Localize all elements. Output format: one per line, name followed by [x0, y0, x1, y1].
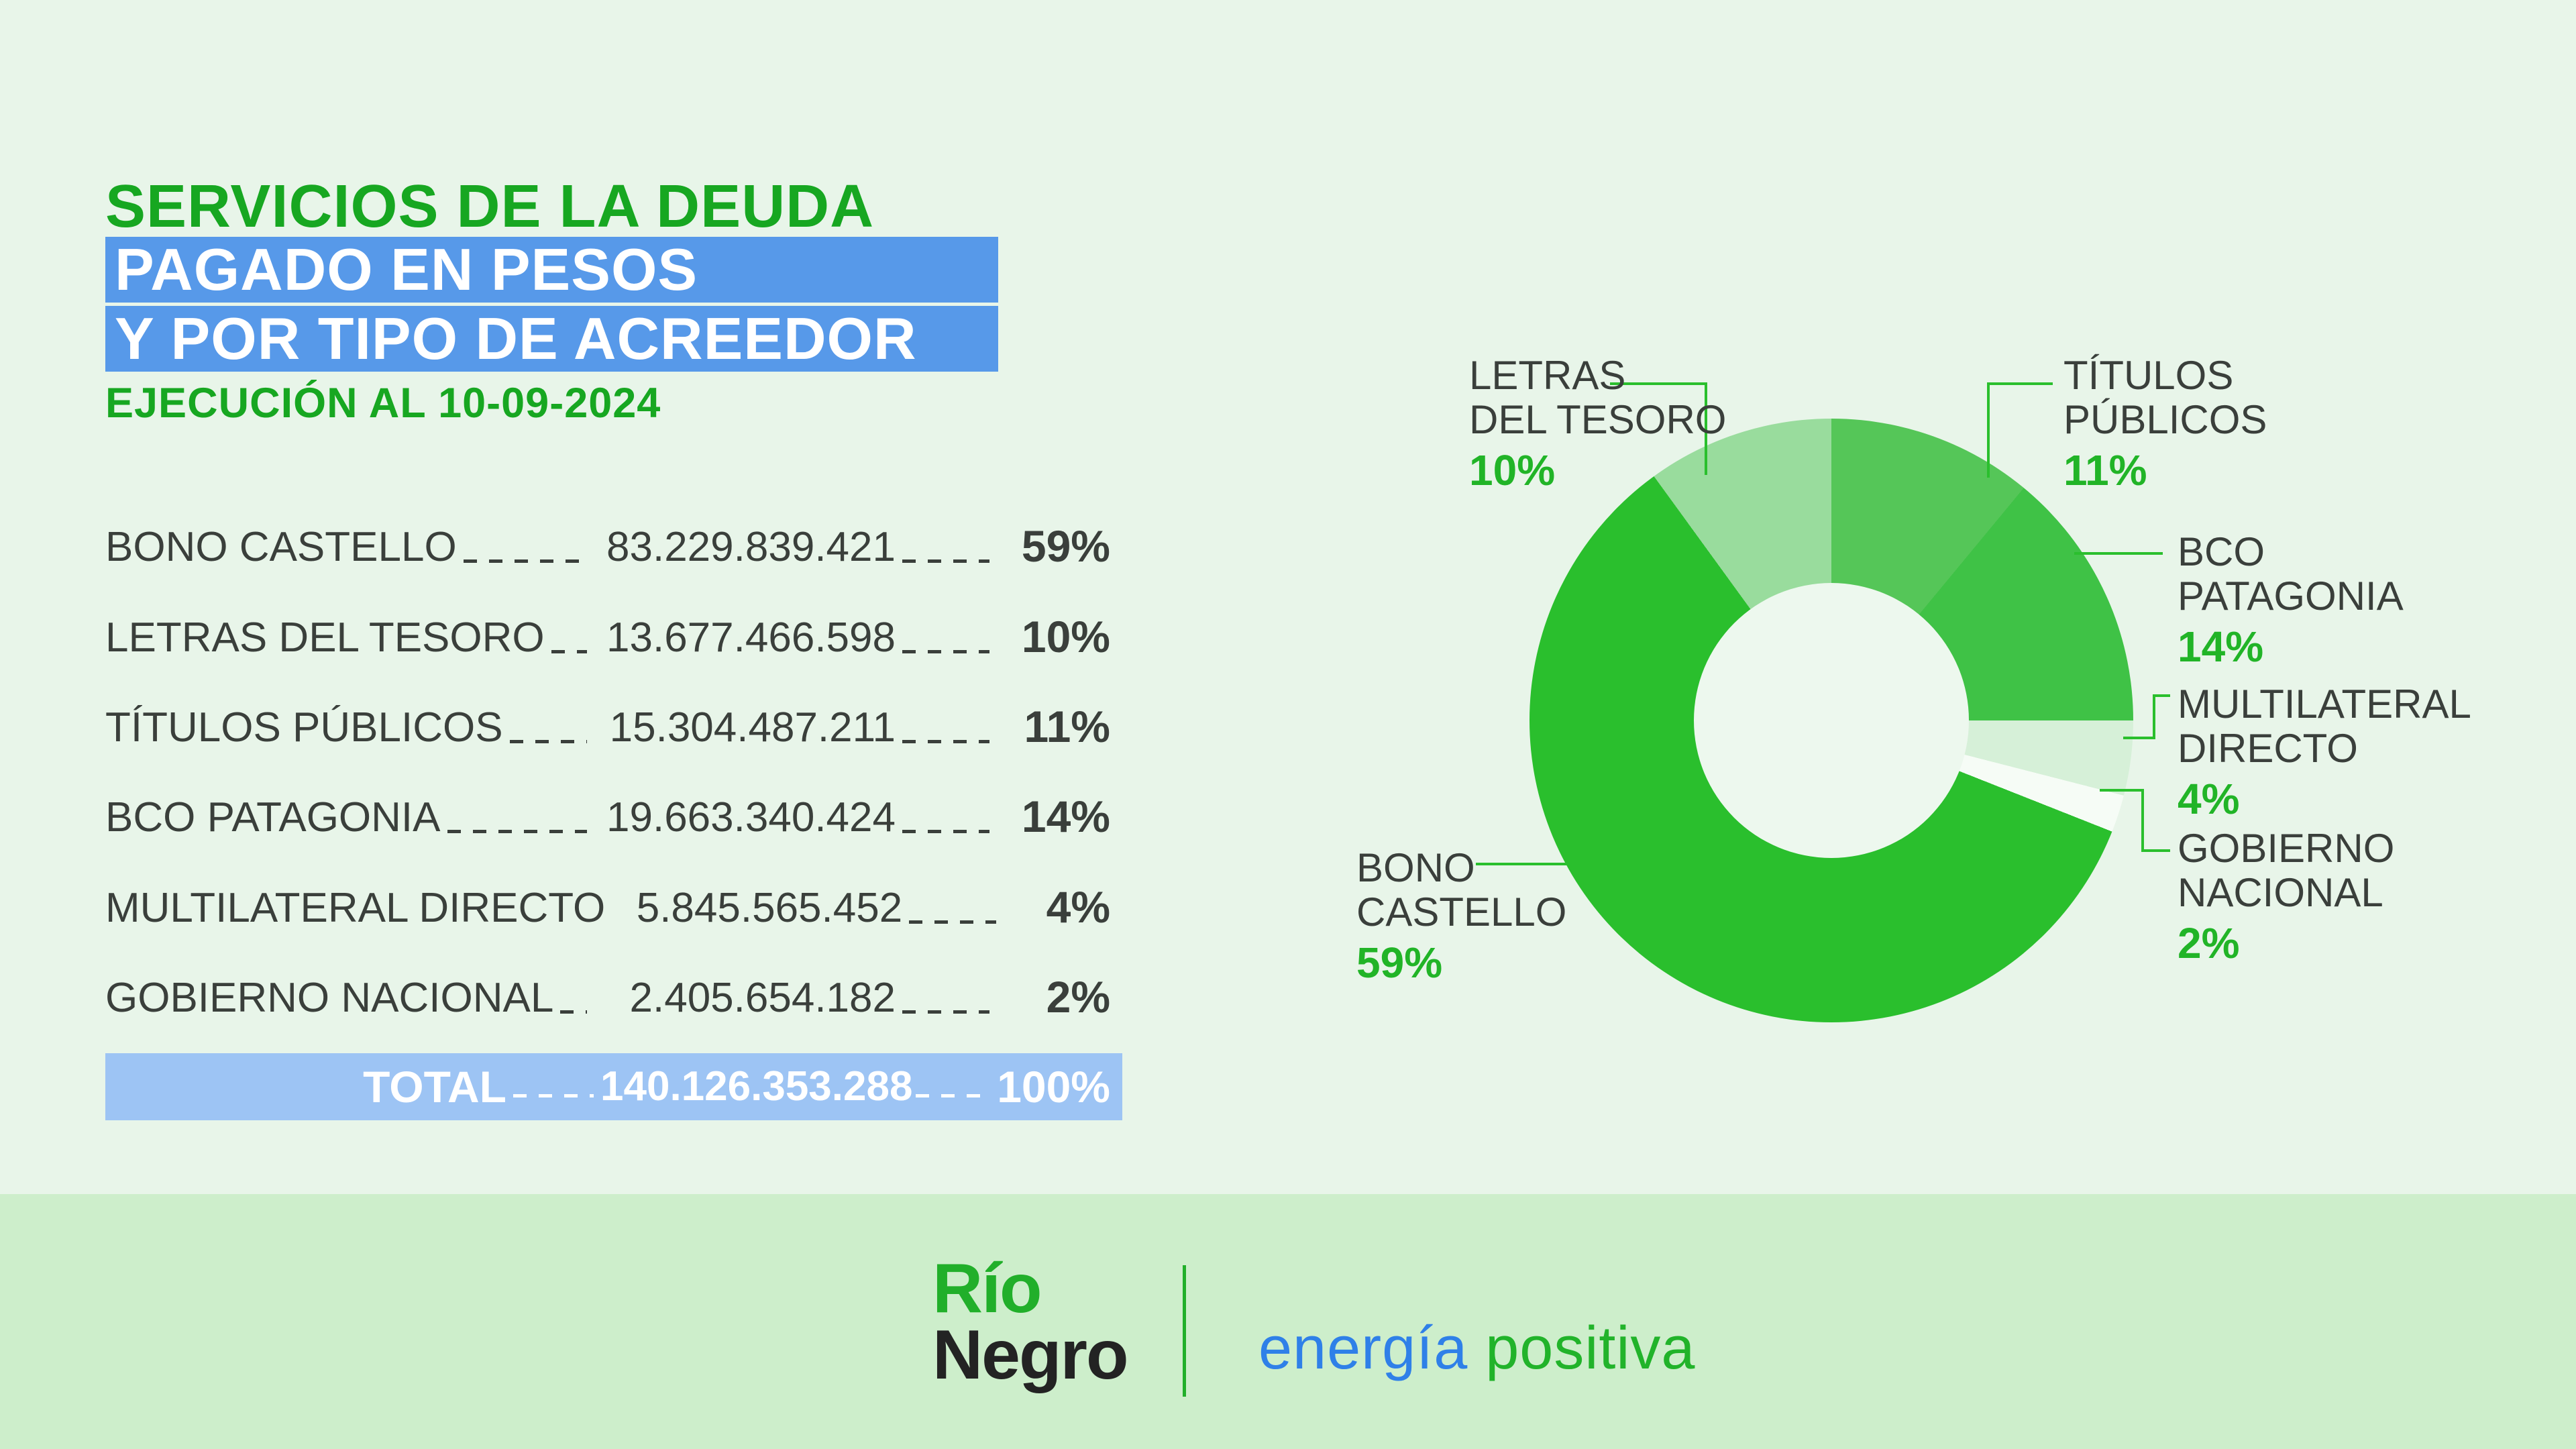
callout-label: BONO [1356, 845, 1475, 890]
leader-line-titulos [1987, 382, 1990, 478]
dashed-leader [551, 650, 587, 653]
row-label: LETRAS DEL TESORO [105, 614, 545, 661]
leader-line-multilateral [2123, 737, 2155, 739]
row-percent: 59% [1021, 521, 1110, 571]
dashed-leader [560, 1010, 587, 1014]
row-value: 5.845.565.452 [636, 885, 903, 931]
callout-gobierno-nacional: GOBIERNO NACIONAL 2% [2178, 826, 2394, 965]
dashed-leader [909, 920, 997, 924]
row-percent: 11% [1024, 702, 1110, 751]
callout-letras-del-tesoro: LETRAS DEL TESORO 10% [1469, 354, 1726, 492]
footer-band [0, 1194, 2576, 1449]
leader-line-gobierno [2141, 789, 2144, 852]
row-label: TÍTULOS PÚBLICOS [105, 704, 503, 751]
dashed-leader [902, 830, 989, 833]
row-value: 2.405.654.182 [629, 975, 896, 1021]
table-row: LETRAS DEL TESORO 13.677.466.598 10% [105, 610, 1110, 659]
row-value: 15.304.487.211 [609, 704, 896, 751]
title-highlight-bar-1: PAGADO EN PESOS [105, 237, 998, 303]
row-label: BONO CASTELLO [105, 524, 457, 570]
leader-line-multilateral [2153, 694, 2155, 739]
rio-negro-logo: Río Negro [932, 1250, 1128, 1394]
page-title: SERVICIOS DE LA DEUDA [105, 173, 875, 240]
dashed-leader-white [513, 1093, 594, 1097]
tagline-positiva: positiva [1485, 1315, 1696, 1382]
callout-label: PATAGONIA [2178, 574, 2404, 619]
dashed-leader [902, 1010, 989, 1014]
callout-percent: 2% [2178, 919, 2240, 967]
dashed-leader [509, 740, 587, 743]
callout-label: CASTELLO [1356, 890, 1567, 934]
callout-bono-castello: BONO CASTELLO 59% [1356, 845, 1567, 987]
callout-percent: 14% [2178, 623, 2264, 671]
callout-label: BCO [2178, 529, 2265, 574]
callout-bco-patagonia: BCO PATAGONIA 14% [2178, 529, 2404, 671]
callout-label: GOBIERNO [2178, 826, 2395, 871]
dashed-leader [902, 559, 989, 563]
dashed-leader [902, 740, 989, 743]
leader-line-gobierno [2141, 849, 2170, 852]
logo-negro: Negro [932, 1316, 1128, 1394]
title-highlight-line-2: Y POR TIPO DE ACREEDOR [115, 305, 917, 372]
donut-chart [1529, 419, 2133, 1022]
table-row: TÍTULOS PÚBLICOS 15.304.487.211 11% [105, 700, 1110, 749]
leader-line-multilateral [2153, 694, 2170, 697]
title-highlight-bar-2: Y POR TIPO DE ACREEDOR [105, 306, 998, 372]
row-value: 83.229.839.421 [606, 524, 896, 570]
table-total-bar: TOTAL 140.126.353.288 100% [105, 1053, 1122, 1120]
callout-multilateral-directo: MULTILATERAL DIRECTO 4% [2178, 682, 2471, 823]
row-percent: 14% [1021, 792, 1110, 841]
callout-label: TÍTULOS [2063, 353, 2234, 398]
leader-line-titulos [1987, 382, 2053, 385]
row-value: 19.663.340.424 [606, 794, 896, 841]
table-row: MULTILATERAL DIRECTO 5.845.565.452 4% [105, 881, 1110, 929]
leader-line-letras [1705, 382, 1707, 475]
row-label: GOBIERNO NACIONAL [105, 975, 554, 1021]
callout-label: NACIONAL [2178, 870, 2383, 915]
callout-label: LETRAS [1469, 353, 1626, 398]
title-highlight-line-1: PAGADO EN PESOS [115, 236, 698, 303]
table-row: GOBIERNO NACIONAL 2.405.654.182 2% [105, 971, 1110, 1019]
callout-percent: 11% [2063, 446, 2147, 494]
execution-date-subtitle: EJECUCIÓN AL 10-09-2024 [105, 380, 661, 427]
table-row: BCO PATAGONIA 19.663.340.424 14% [105, 790, 1110, 839]
callout-percent: 59% [1356, 938, 1443, 987]
leader-line-letras [1610, 382, 1707, 385]
total-label: TOTAL [363, 1062, 506, 1112]
dashed-leader [447, 830, 587, 833]
row-label: MULTILATERAL DIRECTO [105, 885, 606, 931]
callout-titulos-publicos: TÍTULOS PÚBLICOS 11% [2063, 354, 2267, 492]
tagline: energía positiva [1258, 1318, 1695, 1379]
row-percent: 2% [1046, 972, 1110, 1022]
dashed-leader-white [916, 1093, 989, 1097]
callout-label: MULTILATERAL [2178, 682, 2471, 727]
table-row: BONO CASTELLO 83.229.839.421 59% [105, 520, 1110, 568]
logo-divider [1183, 1265, 1186, 1397]
callout-label: DEL TESORO [1469, 397, 1727, 442]
callout-label: PÚBLICOS [2063, 397, 2267, 442]
logo-rio: Río [932, 1250, 1042, 1328]
leader-line-bono [1476, 863, 1585, 865]
callout-percent: 4% [2178, 775, 2240, 823]
callout-percent: 10% [1469, 446, 1556, 494]
leader-line-gobierno [2100, 789, 2144, 792]
tagline-energia: energía [1258, 1315, 1486, 1382]
leader-line-bco [2074, 552, 2163, 555]
row-percent: 4% [1046, 882, 1110, 932]
dashed-leader [463, 559, 587, 563]
total-percent: 100% [997, 1062, 1110, 1112]
callout-label: DIRECTO [2178, 726, 2358, 771]
total-value: 140.126.353.288 [600, 1063, 913, 1110]
donut-hole [1694, 583, 1969, 858]
dashed-leader [902, 650, 989, 653]
row-percent: 10% [1021, 612, 1110, 661]
row-label: BCO PATAGONIA [105, 794, 441, 841]
row-value: 13.677.466.598 [606, 614, 896, 661]
